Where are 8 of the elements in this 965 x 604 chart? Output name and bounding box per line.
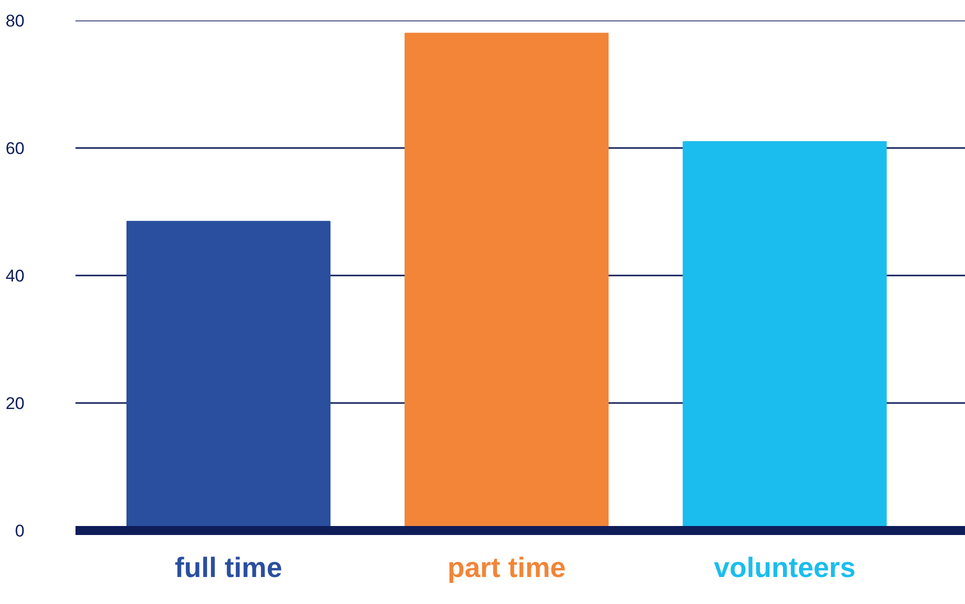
y-tick-label: 60 — [6, 139, 25, 158]
x-tick-label: part time — [447, 552, 566, 583]
y-tick-label: 0 — [15, 522, 25, 540]
x-tick-label: volunteers — [714, 552, 856, 583]
y-tick-label: 40 — [6, 266, 25, 286]
y-tick-label: 20 — [6, 394, 25, 413]
y-tick-label: 80 — [6, 12, 25, 30]
x-tick-label: full time — [174, 552, 282, 583]
